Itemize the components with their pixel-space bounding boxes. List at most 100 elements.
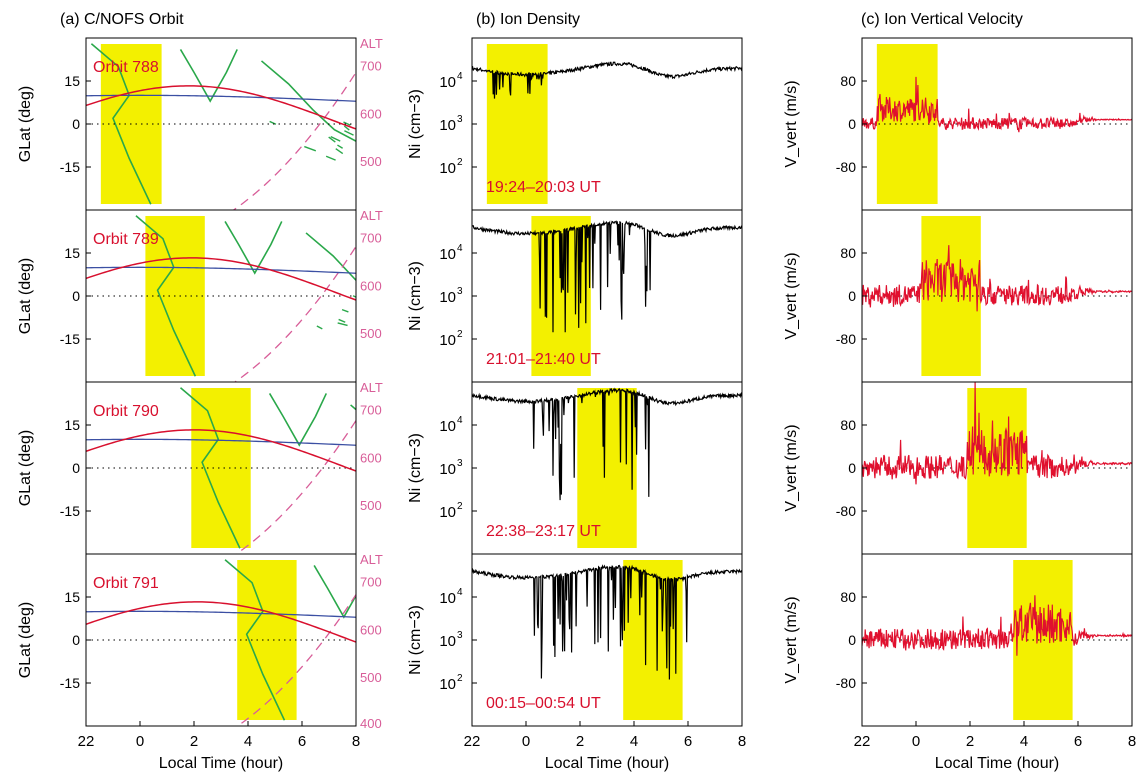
- y-tick-exponent: 2: [457, 673, 463, 684]
- island: [362, 304, 372, 309]
- y-tick-label: 10: [439, 332, 456, 349]
- y-tick-label: 0: [72, 632, 80, 648]
- panel-frame: [861, 209, 1133, 383]
- x-tick-label: 8: [352, 733, 360, 750]
- alt-tick-label: 700: [360, 575, 382, 590]
- y-tick-label: 15: [64, 417, 80, 433]
- alt-tick-label: 600: [360, 450, 382, 465]
- y-tick-label: 0: [848, 116, 856, 132]
- alt-tick-label: 500: [360, 670, 382, 685]
- velocity-series: [862, 76, 1132, 133]
- y-tick-exponent: 2: [457, 501, 463, 512]
- y-axis-label: Ni (cm−3): [407, 433, 424, 503]
- y-tick-label: 10: [439, 633, 456, 650]
- density-series: [472, 387, 742, 501]
- y-tick-exponent: 4: [457, 71, 463, 82]
- x-tick-label: 2: [190, 733, 198, 750]
- y-tick-label: -80: [836, 503, 856, 519]
- x-tick-label: 4: [1020, 733, 1028, 750]
- alt-tick-label: 700: [360, 59, 382, 74]
- alt-tick-label: 600: [360, 106, 382, 121]
- island: [341, 308, 349, 313]
- x-tick-label: 2: [576, 733, 584, 750]
- alt-tick-label: 700: [360, 231, 382, 246]
- y-tick-label: 0: [848, 632, 856, 648]
- y-tick-exponent: 3: [457, 630, 463, 641]
- alt-label: ALT: [360, 380, 383, 395]
- y-tick-exponent: 4: [457, 587, 463, 598]
- island: [385, 480, 391, 484]
- y-tick-label: 80: [840, 73, 856, 89]
- island: [304, 145, 317, 152]
- island: [337, 322, 348, 327]
- island: [448, 670, 456, 673]
- coastline: [179, 387, 356, 549]
- y-tick-label: 10: [439, 504, 456, 521]
- orbit-label: Orbit 791: [93, 575, 159, 592]
- y-axis-label: GLat (deg): [17, 602, 34, 678]
- x-tick-label: 22: [78, 733, 95, 750]
- island: [383, 324, 389, 327]
- orbit-panel-0: [86, 43, 356, 210]
- velocity-panel-3: [862, 560, 1132, 720]
- alt-tick-label: 600: [360, 278, 382, 293]
- y-tick-label: 10: [439, 676, 456, 693]
- island: [369, 305, 380, 309]
- orbit-track-curve: [86, 257, 356, 301]
- y-tick-label: 10: [439, 289, 456, 306]
- y-axis-label: V_vert (m/s): [783, 252, 800, 339]
- x-tick-label: 8: [1128, 733, 1136, 750]
- y-tick-label: 10: [439, 246, 456, 263]
- x-tick-label: 0: [136, 733, 144, 750]
- velocity-series: [862, 595, 1132, 656]
- island: [337, 144, 343, 149]
- island: [316, 325, 323, 330]
- alt-tick-label: 400: [360, 716, 382, 731]
- y-tick-label: -80: [836, 331, 856, 347]
- y-tick-label: 0: [72, 460, 80, 476]
- col-title-velocity: (c) Ion Vertical Velocity: [861, 11, 1023, 28]
- island: [423, 655, 434, 658]
- dip-equator-curve: [86, 94, 356, 102]
- y-tick-label: 10: [439, 160, 456, 177]
- y-tick-label: 15: [64, 589, 80, 605]
- y-tick-label: 15: [64, 73, 80, 89]
- orbit-track-curve: [86, 85, 356, 130]
- island: [438, 491, 449, 494]
- density-panel-3: [472, 560, 742, 720]
- x-tick-label: 4: [630, 733, 638, 750]
- altitude-curve: [236, 594, 356, 726]
- y-tick-label: 0: [848, 288, 856, 304]
- orbit-track-curve: [86, 429, 356, 472]
- y-tick-label: 10: [439, 461, 456, 478]
- density-panel-2: [472, 387, 742, 548]
- velocity-panel-1: [862, 216, 1132, 376]
- x-label-velocity: Local Time (hour): [935, 755, 1060, 772]
- y-tick-label: -15: [60, 331, 80, 347]
- dip-equator-curve: [86, 266, 356, 274]
- island: [387, 463, 397, 468]
- coastline: [90, 43, 356, 205]
- x-tick-label: 0: [912, 733, 920, 750]
- x-tick-label: 22: [464, 733, 481, 750]
- island: [450, 654, 462, 658]
- y-tick-label: 15: [64, 245, 80, 261]
- x-tick-label: 8: [738, 733, 746, 750]
- y-tick-exponent: 4: [457, 243, 463, 254]
- x-tick-label: 2: [966, 733, 974, 750]
- ut-label: 00:15–00:54 UT: [486, 695, 601, 712]
- y-tick-label: 80: [840, 589, 856, 605]
- y-tick-label: 0: [848, 460, 856, 476]
- altitude-curve: [232, 72, 356, 210]
- x-tick-label: 0: [522, 733, 530, 750]
- alt-tick-label: 700: [360, 403, 382, 418]
- orbit-track-curve: [86, 601, 356, 643]
- alt-label: ALT: [360, 552, 383, 567]
- y-axis-label: GLat (deg): [17, 258, 34, 334]
- island: [387, 300, 392, 306]
- y-tick-exponent: 3: [457, 286, 463, 297]
- orbit-panel-2: [86, 387, 449, 554]
- alt-label: ALT: [360, 36, 383, 51]
- y-tick-label: 10: [439, 117, 456, 134]
- ut-label: 22:38–23:17 UT: [486, 523, 601, 540]
